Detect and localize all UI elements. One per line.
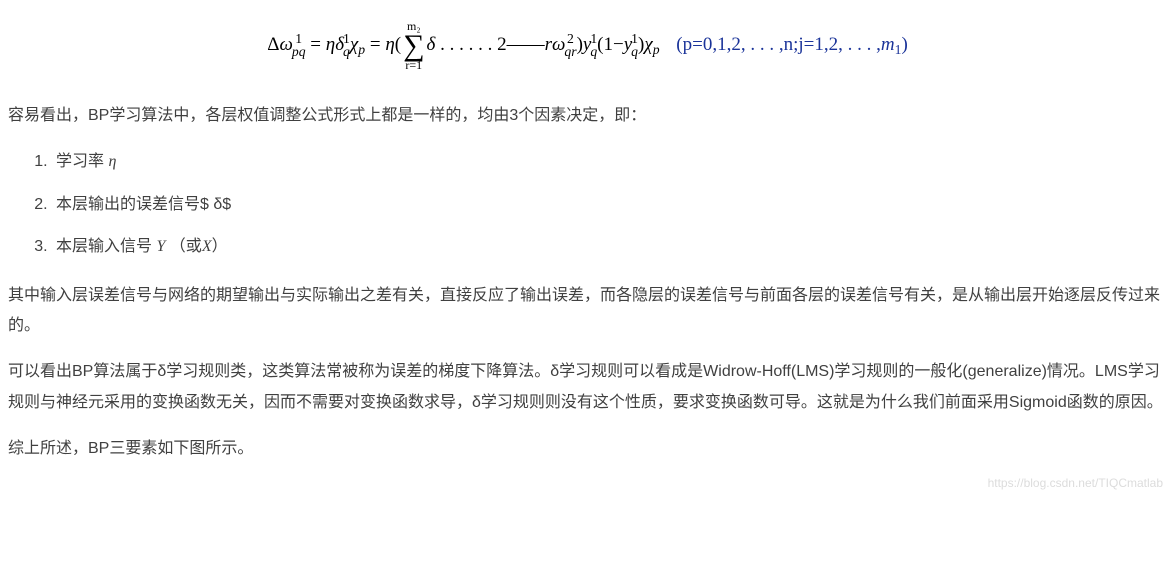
list-item: 学习率 η [52,147,1167,177]
equation-expression: Δω1pq = ηδ1qχp = η( m₂ ∑ r=1 δ . . . . .… [267,20,659,71]
paragraph-error-signal: 其中输入层误差信号与网络的期望输出与实际输出之差有关，直接反应了输出误差，而各隐… [8,281,1167,342]
paragraph-summary: 综上所述，BP三要素如下图所示。 [8,434,1167,464]
paragraph-delta-rule: 可以看出BP算法属于δ学习规则类，这类算法常被称为误差的梯度下降算法。δ学习规则… [8,357,1167,418]
factor-list: 学习率 η 本层输出的误差信号$ δ$ 本层输入信号 Y （或X） [8,147,1167,262]
equation-condition: (p=0,1,2, . . . ,n;j=1,2, . . . ,m1) [676,27,907,63]
eq-rhs: δ . . . . . . 2——rω2qr)y1q(1−y1q)χp [426,34,659,55]
sum-lower: r=1 [403,59,424,71]
summation-symbol: m₂ ∑ r=1 [403,20,424,71]
list-item: 本层输出的误差信号$ δ$ [52,190,1167,220]
document-body: Δω1pq = ηδ1qχp = η( m₂ ∑ r=1 δ . . . . .… [0,0,1175,501]
eq-lhs: Δω1pq = ηδ1qχp = η( [267,34,401,55]
paragraph-intro: 容易看出，BP学习算法中，各层权值调整公式形式上都是一样的，均由3个因素决定，即… [8,101,1167,131]
main-equation: Δω1pq = ηδ1qχp = η( m₂ ∑ r=1 δ . . . . .… [8,20,1167,71]
watermark-text: https://blog.csdn.net/TIQCmatlab [988,472,1163,495]
list-item: 本层输入信号 Y （或X） [52,232,1167,262]
sum-sigma: ∑ [403,32,424,59]
